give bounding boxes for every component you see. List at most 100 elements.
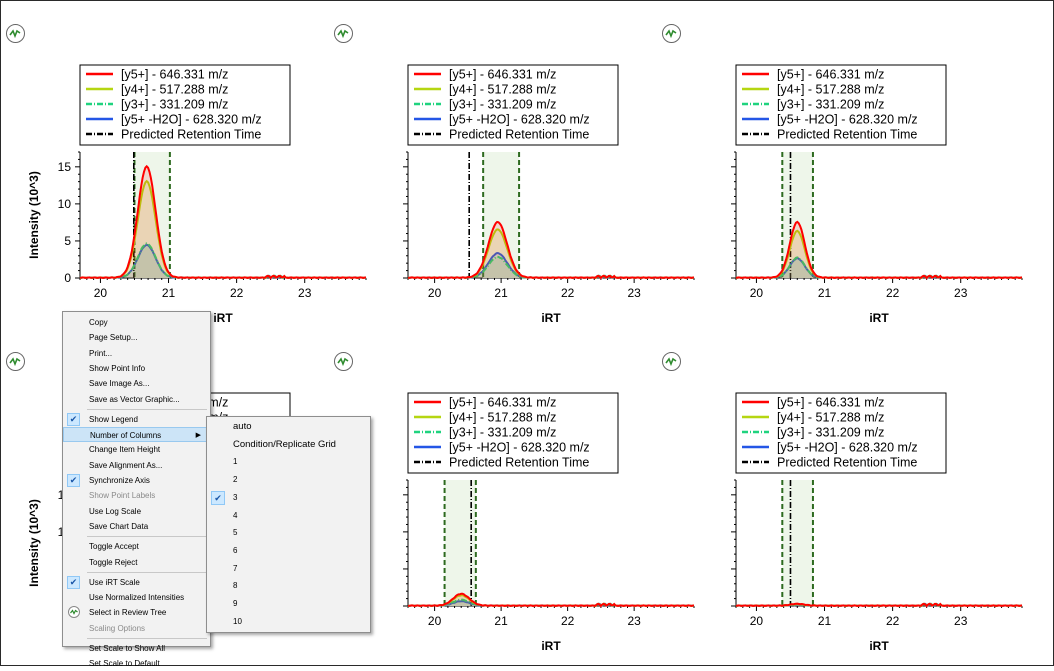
x-tick-label: 20: [94, 286, 108, 300]
columns-option-10[interactable]: 10: [207, 613, 370, 630]
x-axis-label: iRT: [869, 311, 889, 325]
series-fill: [736, 257, 1022, 278]
x-tick-label: 21: [818, 286, 832, 300]
columns-option-4[interactable]: 4: [207, 507, 370, 524]
legend: [y5+] - 646.331 m/z[y4+] - 517.288 m/z[y…: [735, 64, 947, 146]
menu-item-set-scale-to-show-all[interactable]: Set Scale to Show All: [63, 641, 210, 656]
columns-option-7[interactable]: 7: [207, 560, 370, 577]
series-line: [735, 220, 1023, 280]
menu-item-copy[interactable]: Copy: [63, 315, 210, 330]
menu-item-label: Show Point Info: [89, 363, 146, 373]
menu-item-use-log-scale[interactable]: Use Log Scale: [63, 504, 210, 519]
legend-box: [735, 64, 947, 146]
menu-item-label: Synchronize Axis: [89, 476, 150, 485]
chromatogram-panel[interactable]: [y5+] - 646.331 m/z[y4+] - 517.288 m/z[y…: [662, 330, 1023, 653]
menu-item-save-chart-data[interactable]: Save Chart Data: [63, 519, 210, 534]
legend-entry: [y4+] - 517.288 m/z: [777, 411, 884, 425]
menu-item-synchronize-axis[interactable]: ✔ Synchronize Axis: [63, 473, 210, 488]
x-tick-label: 23: [954, 614, 968, 628]
x-tick-label: 23: [954, 286, 968, 300]
menu-item-page-setup[interactable]: Page Setup...: [63, 330, 210, 345]
submenu-item-label: auto: [233, 421, 252, 432]
legend-entry: [y4+] - 517.288 m/z: [449, 83, 556, 97]
chromatogram-panel[interactable]: [y5+] - 646.331 m/z[y4+] - 517.288 m/z[y…: [334, 330, 695, 653]
legend-box: [79, 64, 291, 146]
review-tree-icon: [68, 606, 80, 619]
chromatogram-icon-glyph: [9, 29, 21, 39]
menu-item-show-legend[interactable]: ✔ Show Legend: [63, 412, 210, 427]
menu-item-save-alignment-as[interactable]: Save Alignment As...: [63, 458, 210, 473]
columns-option-9[interactable]: 9: [207, 595, 370, 612]
series-fill: [408, 253, 694, 278]
legend-entry: Predicted Retention Time: [777, 456, 917, 470]
submenu-item-label: 4: [233, 510, 238, 520]
y-axis-label: Intensity (10^3): [27, 499, 41, 587]
submenu-item-label: 8: [233, 581, 238, 591]
menu-item-save-as-vector-graphic[interactable]: Save as Vector Graphic...: [63, 392, 210, 407]
chromatogram-plot: [y5+] - 646.331 m/z[y4+] - 517.288 m/z[y…: [27, 64, 367, 325]
number-of-columns-submenu: auto Condition/Replicate Grid 1 2 ✔ 3 4 5 6 7 8 9 10: [206, 416, 371, 633]
chromatogram-icon[interactable]: [334, 24, 353, 43]
checkmark-icon: ✔: [211, 490, 225, 505]
menu-item-toggle-reject[interactable]: Toggle Reject: [63, 555, 210, 570]
legend-entry: Predicted Retention Time: [449, 128, 589, 142]
series-fill: [408, 256, 694, 278]
menu-item-use-normalized-intensities[interactable]: Use Normalized Intensities: [63, 590, 210, 605]
legend-entry: [y4+] - 517.288 m/z: [449, 411, 556, 425]
series-line: [407, 592, 695, 608]
menu-item-show-point-info[interactable]: Show Point Info: [63, 361, 210, 376]
legend: [y5+] - 646.331 m/z[y4+] - 517.288 m/z[y…: [79, 64, 291, 146]
chromatogram-icon[interactable]: [6, 352, 25, 371]
submenu-item-label: Condition/Replicate Grid: [233, 438, 336, 450]
legend-entry: [y5+ -H2O] - 628.320 m/z: [777, 441, 918, 455]
menu-item-select-in-review-tree[interactable]: Select in Review Tree: [63, 605, 210, 620]
menu-item-scaling-options: Scaling Options: [63, 621, 210, 636]
chromatogram-icon[interactable]: [662, 24, 681, 43]
legend-entry: [y4+] - 517.288 m/z: [121, 83, 228, 97]
columns-option-condition-replicate-grid[interactable]: Condition/Replicate Grid: [207, 436, 370, 453]
checkmark-icon: ✔: [67, 474, 80, 487]
menu-separator: [87, 571, 207, 573]
menu-item-print[interactable]: Print...: [63, 346, 210, 361]
legend: [y5+] - 646.331 m/z[y4+] - 517.288 m/z[y…: [407, 64, 619, 146]
menu-separator: [87, 638, 207, 639]
chromatogram-plot: [y5+] - 646.331 m/z[y4+] - 517.288 m/z[y…: [403, 64, 695, 325]
series-line: [735, 229, 1023, 280]
columns-option-6[interactable]: 6: [207, 542, 370, 559]
menu-item-label: Scaling Options: [89, 623, 146, 633]
legend-box: [407, 64, 619, 146]
plot-area: 20 21 22 23 iRT: [403, 151, 695, 325]
chromatogram-panel[interactable]: [y5+] - 646.331 m/z[y4+] - 517.288 m/z[y…: [6, 2, 367, 325]
menu-item-label: Page Setup...: [89, 333, 138, 343]
columns-option-5[interactable]: 5: [207, 524, 370, 541]
x-axis-label: iRT: [541, 639, 561, 653]
legend-box: [407, 392, 619, 474]
menu-item-save-image-as[interactable]: Save Image As...: [63, 376, 210, 391]
menu-item-number-of-columns[interactable]: Number of Columns ▶: [63, 427, 210, 443]
x-tick-label: 20: [428, 286, 442, 300]
series-fill: [408, 593, 694, 606]
x-axis-label: iRT: [541, 311, 561, 325]
columns-option-2[interactable]: 2: [207, 471, 370, 488]
legend-entry: [y5+] - 646.331 m/z: [449, 68, 556, 82]
columns-option-auto[interactable]: auto: [207, 418, 370, 435]
columns-option-1[interactable]: 1: [207, 453, 370, 470]
columns-option-3[interactable]: ✔ 3: [207, 489, 370, 506]
x-axis-label: iRT: [213, 311, 233, 325]
x-tick-label: 23: [627, 286, 641, 300]
columns-option-8[interactable]: 8: [207, 577, 370, 594]
menu-item-toggle-accept[interactable]: Toggle Accept: [63, 539, 210, 554]
series-fill: [408, 222, 694, 278]
chromatogram-icon[interactable]: [662, 352, 681, 371]
menu-item-use-irt-scale[interactable]: ✔ Use iRT Scale: [63, 575, 210, 590]
legend-entry: [y3+] - 331.209 m/z: [777, 426, 884, 440]
y-tick-label: 10: [58, 197, 72, 211]
menu-item-change-item-height[interactable]: Change Item Height: [63, 442, 210, 457]
menu-item-set-scale-to-default[interactable]: Set Scale to Default: [63, 656, 210, 671]
chromatogram-panel[interactable]: [y5+] - 646.331 m/z[y4+] - 517.288 m/z[y…: [334, 2, 695, 325]
chromatogram-panel[interactable]: [y5+] - 646.331 m/z[y4+] - 517.288 m/z[y…: [662, 2, 1023, 325]
legend-entry: Predicted Retention Time: [777, 128, 917, 142]
chromatogram-icon-glyph: [337, 357, 349, 367]
chromatogram-icon[interactable]: [6, 24, 25, 43]
chromatogram-icon[interactable]: [334, 352, 353, 371]
